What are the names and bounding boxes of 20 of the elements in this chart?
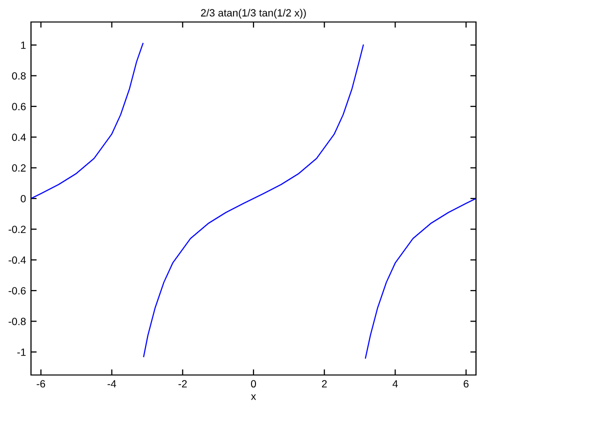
x-tick-label: -2 bbox=[178, 380, 187, 388]
y-tick-label: 1 bbox=[21, 42, 26, 49]
x-axis-title: x bbox=[251, 394, 256, 400]
x-tick-label: 4 bbox=[392, 380, 398, 388]
y-tick-label: -0.6 bbox=[8, 287, 26, 294]
y-tick-label: -1 bbox=[17, 348, 26, 356]
x-tick-label: -6 bbox=[36, 380, 46, 388]
y-tick-label: 0.8 bbox=[12, 72, 26, 80]
y-tick-label: 0.2 bbox=[12, 164, 26, 172]
x-tick-label: 6 bbox=[464, 380, 469, 388]
y-tick-label: 0.4 bbox=[12, 134, 26, 141]
y-tick-label: 0 bbox=[20, 195, 26, 202]
x-tick-label: 0 bbox=[251, 380, 256, 388]
x-tick-label: 2 bbox=[322, 380, 327, 388]
y-tick-label: -0.2 bbox=[8, 226, 26, 234]
x-tick-label: -4 bbox=[108, 380, 116, 388]
y-tick-label: 0.6 bbox=[12, 102, 26, 110]
y-tick-label: -0.4 bbox=[8, 256, 26, 264]
chart-title: 2/3 atan(1/3 tan(1/2 x)) bbox=[201, 8, 306, 19]
y-tick-label: -0.8 bbox=[8, 318, 26, 326]
